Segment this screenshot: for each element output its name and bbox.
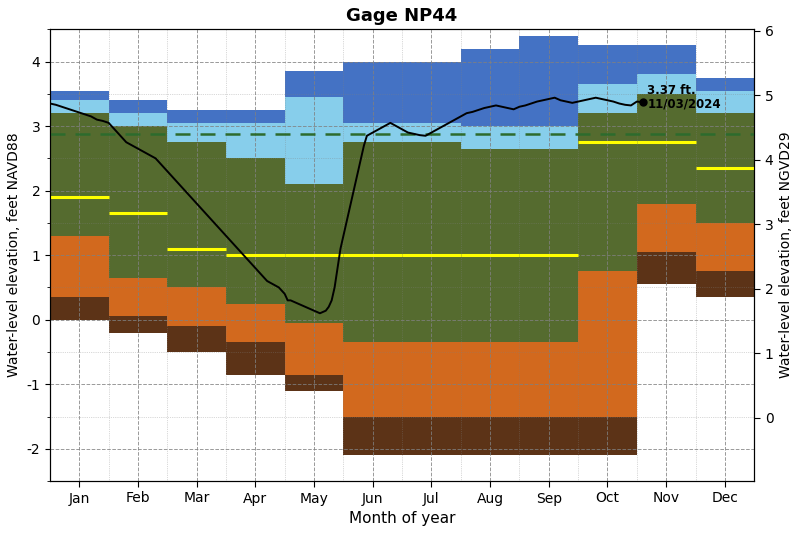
Bar [109,317,167,333]
Bar [109,278,167,317]
Bar [578,84,637,113]
Bar [50,100,109,113]
Bar [637,45,695,75]
Bar [285,184,343,323]
Bar [402,123,461,142]
Bar [167,110,226,123]
Bar [519,36,578,126]
Y-axis label: Water-level elevation, feet NAVD88: Water-level elevation, feet NAVD88 [7,133,21,377]
Text: 11/03/2024: 11/03/2024 [647,98,721,110]
Bar [461,49,519,126]
Bar [461,342,519,417]
Bar [402,142,461,342]
Bar [167,287,226,326]
Bar [226,158,285,304]
Bar [402,61,461,123]
Bar [109,100,167,113]
Bar [637,75,695,94]
Bar [285,71,343,97]
Bar [226,110,285,123]
Bar [50,113,109,236]
Bar [343,417,402,455]
Y-axis label: Water-level elevation, feet NGVD29: Water-level elevation, feet NGVD29 [779,132,793,378]
Bar [402,417,461,455]
Bar [519,417,578,455]
Bar [578,417,637,455]
Bar [637,252,695,284]
Bar [50,236,109,297]
Bar [109,113,167,126]
Bar [578,45,637,84]
Bar [285,97,343,184]
Bar [461,417,519,455]
Bar [461,149,519,342]
Bar [343,61,402,123]
Bar [167,326,226,352]
Bar [695,113,754,223]
Bar [167,123,226,142]
Text: 3.37 ft.: 3.37 ft. [647,84,696,97]
Bar [695,271,754,297]
Bar [519,342,578,417]
Title: Gage NP44: Gage NP44 [346,7,458,25]
Bar [226,123,285,158]
Bar [695,223,754,271]
Bar [167,142,226,287]
Bar [695,78,754,91]
Bar [226,342,285,375]
Bar [637,94,695,204]
Bar [519,149,578,342]
Bar [285,323,343,375]
Bar [578,113,637,271]
Bar [50,91,109,100]
X-axis label: Month of year: Month of year [349,511,455,526]
Bar [402,342,461,417]
Bar [578,271,637,417]
Bar [461,126,519,149]
Bar [343,142,402,342]
Bar [519,126,578,149]
Bar [50,297,109,320]
Bar [285,375,343,391]
Bar [226,304,285,342]
Bar [695,91,754,113]
Bar [343,123,402,142]
Bar [109,126,167,278]
Bar [637,204,695,252]
Bar [343,342,402,417]
